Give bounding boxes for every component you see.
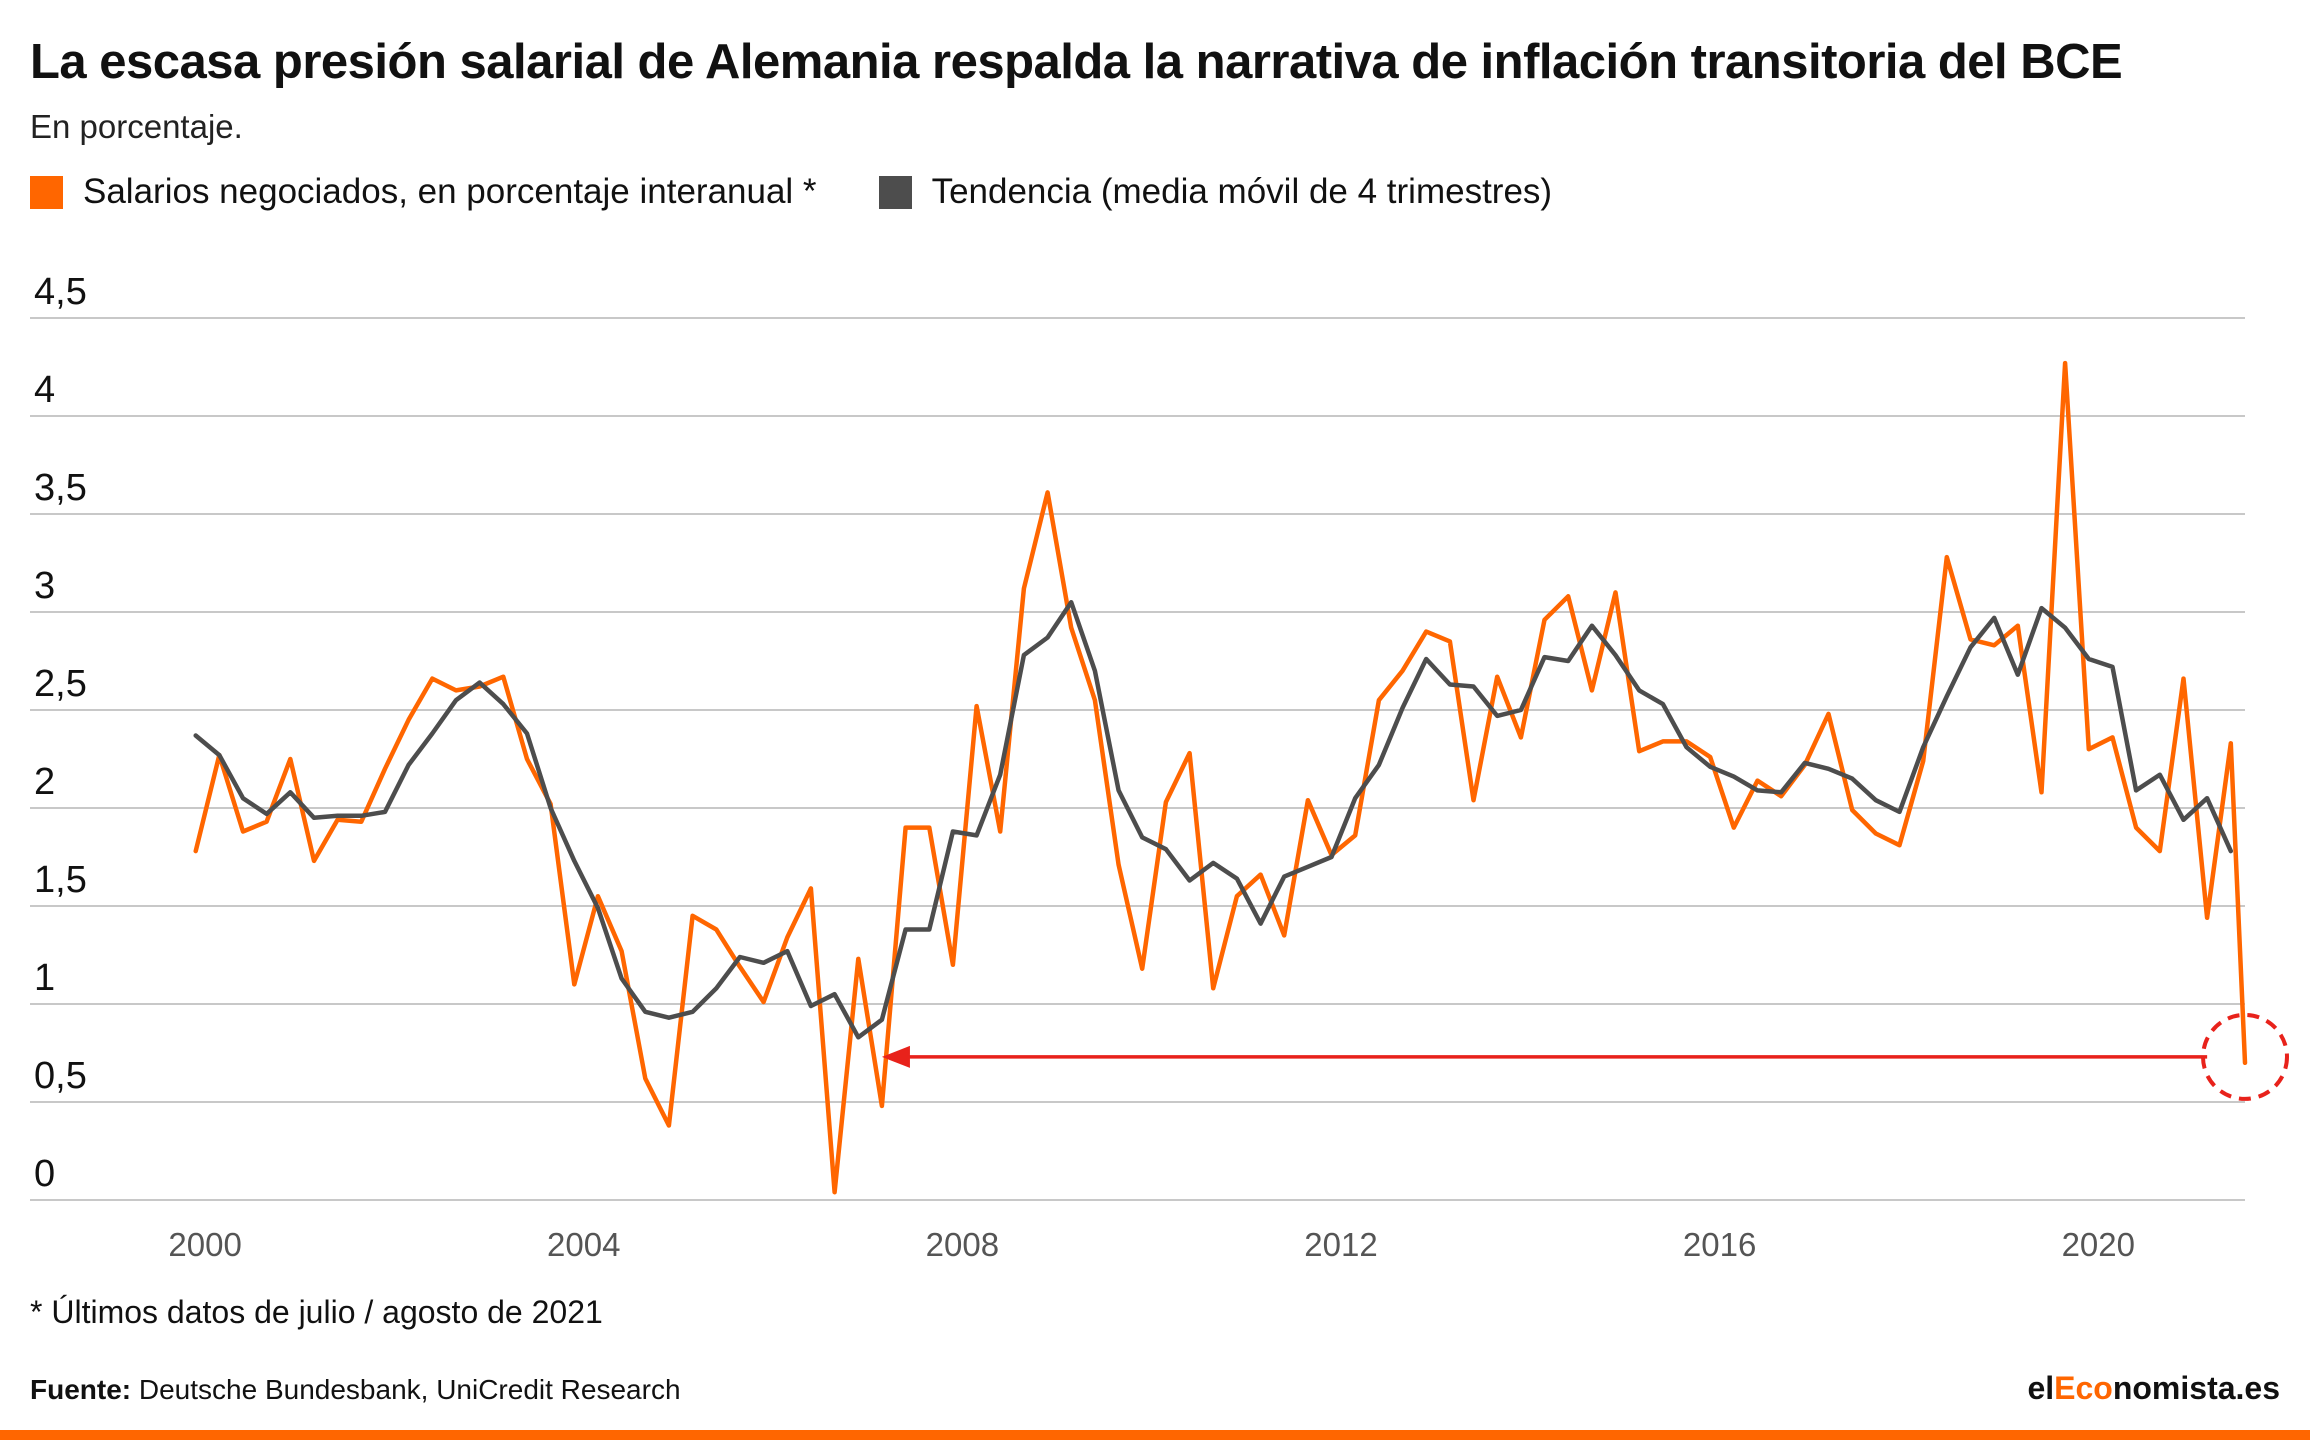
legend-swatch-gray bbox=[878, 175, 912, 209]
x-tick-label: 2008 bbox=[926, 1226, 999, 1263]
y-axis: 0 0,5 1 1,5 2 2,5 3 3,5 4 4,5 bbox=[34, 271, 87, 1195]
y-tick-label: 4,5 bbox=[34, 271, 87, 313]
y-tick-label: 1 bbox=[34, 957, 55, 999]
bottom-accent-bar bbox=[0, 1430, 2310, 1440]
footnote: * Últimos datos de julio / agosto de 202… bbox=[30, 1294, 603, 1330]
legend-item-trend: Tendencia (media móvil de 4 trimestres) bbox=[878, 172, 1553, 212]
series-line-salaries bbox=[193, 360, 2248, 1195]
brand-pre: el bbox=[2027, 1370, 2055, 1406]
series-line-trend bbox=[193, 599, 2234, 1040]
legend-swatch-orange bbox=[30, 175, 63, 209]
brand-accent: Eco bbox=[2054, 1370, 2113, 1406]
y-tick-label: 4 bbox=[34, 369, 55, 411]
y-tick-label: 1,5 bbox=[34, 859, 87, 901]
source-text: Deutsche Bundesbank, UniCredit Research bbox=[138, 1374, 681, 1405]
brand-logo: elEconomista.es bbox=[2027, 1370, 2280, 1407]
y-tick-label: 3,5 bbox=[34, 467, 87, 509]
y-tick-label: 0,5 bbox=[34, 1055, 87, 1097]
x-tick-label: 2016 bbox=[1683, 1226, 1756, 1263]
legend-label-salaries: Salarios negociados, en porcentaje inter… bbox=[83, 172, 817, 211]
y-tick-label: 2,5 bbox=[34, 663, 87, 705]
legend-item-salaries: Salarios negociados, en porcentaje inter… bbox=[30, 172, 817, 212]
annotation-arrowhead bbox=[881, 1045, 910, 1068]
legend: Salarios negociados, en porcentaje inter… bbox=[30, 170, 1614, 214]
x-tick-label: 2000 bbox=[168, 1226, 241, 1263]
legend-label-trend: Tendencia (media móvil de 4 trimestres) bbox=[931, 172, 1553, 211]
y-tick-label: 3 bbox=[34, 565, 55, 607]
source-line: Fuente: Deutsche Bundesbank, UniCredit R… bbox=[30, 1374, 681, 1406]
chart-subtitle: En porcentaje. bbox=[30, 108, 243, 145]
annotation-circle bbox=[2201, 1012, 2289, 1101]
x-axis: 2000 2004 2008 2012 2016 2020 bbox=[168, 1226, 2135, 1263]
x-tick-label: 2020 bbox=[2062, 1226, 2135, 1263]
brand-post: nomista.es bbox=[2112, 1370, 2280, 1406]
source-label: Fuente: bbox=[30, 1374, 132, 1405]
annotation-layer bbox=[881, 1012, 2289, 1101]
y-tick-label: 2 bbox=[34, 761, 55, 803]
y-tick-label: 0 bbox=[34, 1153, 55, 1195]
x-tick-label: 2004 bbox=[547, 1226, 620, 1263]
grid-layer bbox=[30, 317, 2245, 1201]
x-tick-label: 2012 bbox=[1304, 1226, 1377, 1263]
series-layer bbox=[193, 360, 2248, 1195]
line-chart: 0 0,5 1 1,5 2 2,5 3 3,5 4 4,5 2000 2004 2008 2012 201… bbox=[30, 271, 2289, 1263]
chart-title: La escasa presión salarial de Alemania r… bbox=[30, 35, 2123, 89]
